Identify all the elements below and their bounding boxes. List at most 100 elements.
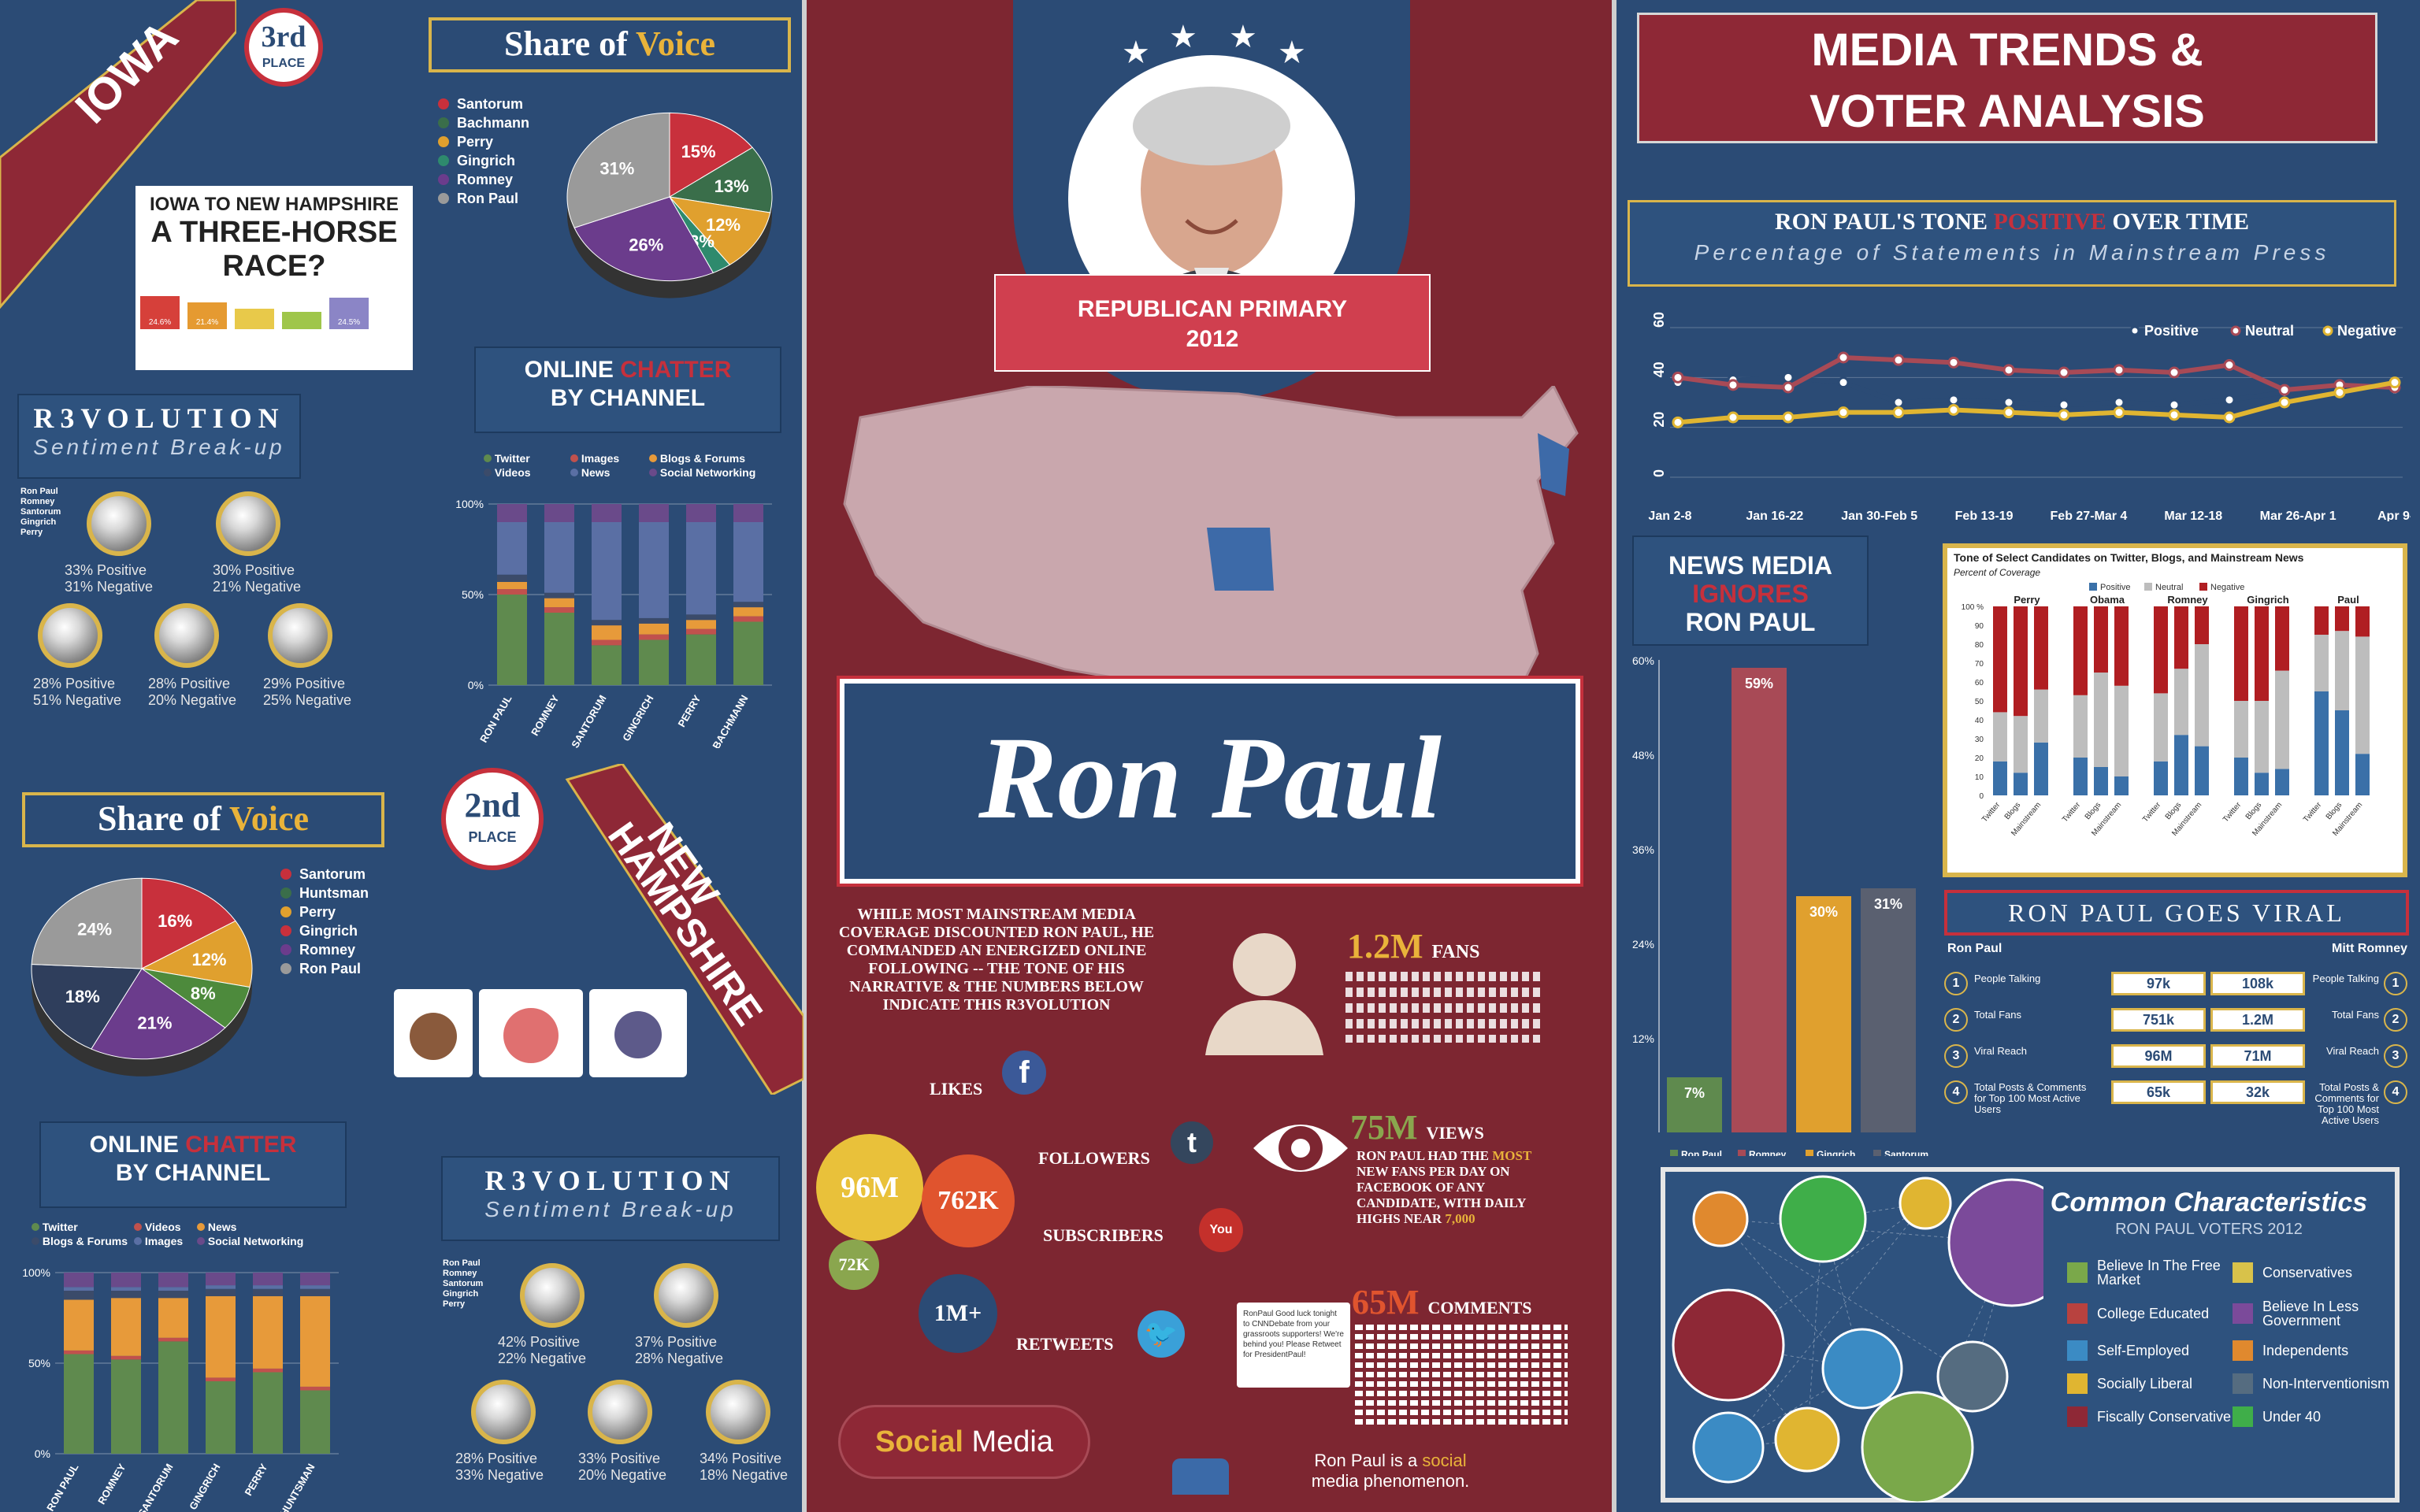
group-label: Perry [2014, 594, 2040, 606]
bar-segment [2014, 773, 2028, 795]
tumblr-icon[interactable]: t [1171, 1121, 1213, 1164]
bar-segment [2335, 606, 2349, 632]
bar-segment [253, 1295, 283, 1369]
y-tick: 90 [1975, 622, 1984, 631]
data-point [2113, 364, 2125, 376]
bar-segment [2314, 635, 2329, 691]
bar-segment [2034, 606, 2048, 690]
data-point [2168, 398, 2181, 411]
bar-segment [2255, 606, 2269, 701]
bar-segment [592, 504, 622, 522]
title-part: CHATTER [620, 357, 732, 383]
twitter-icon[interactable]: 🐦 [1138, 1310, 1185, 1358]
row-number: 2 [1944, 1008, 1968, 1032]
bar-segment [686, 504, 716, 522]
romney-value: 71M [2210, 1044, 2305, 1068]
data-point [2168, 409, 2181, 421]
cc-item: Self-Employed [2067, 1340, 2233, 1361]
bar-segment [497, 504, 527, 522]
sov-title-a: Share of [503, 24, 637, 63]
bar-segment [733, 504, 763, 522]
cc-swatch [2067, 1262, 2088, 1283]
pie-slice-label: 31% [599, 158, 634, 178]
bar-segment [111, 1273, 141, 1288]
cc-item: Believe In Less Government [2233, 1299, 2398, 1328]
coin-stats: 33% Positive 20% Negative [578, 1451, 666, 1484]
x-tick: RON PAUL [477, 693, 514, 745]
cc-bubble [1899, 1177, 1952, 1230]
data-point [2002, 396, 2015, 409]
bar-segment [2073, 695, 2088, 758]
data-point [1892, 406, 1905, 419]
views-text: RON PAUL HAD THE MOST NEW FANS PER DAY O… [1357, 1148, 1563, 1227]
y-tick: 70 [1975, 660, 1984, 669]
photo-bar: 21.4% [187, 302, 227, 329]
iowa-banner: IOWA [0, 0, 236, 309]
bar-segment [686, 620, 716, 629]
bar-segment [686, 634, 716, 685]
y-tick: 48% [1632, 749, 1654, 762]
data-point [2333, 386, 2346, 398]
title-line: IGNORES [1692, 580, 1809, 608]
bar-segment [253, 1273, 283, 1286]
bar-segment [592, 522, 622, 621]
nh-thumb [589, 989, 687, 1077]
coin-stats: 28% Positive 33% Negative [455, 1451, 544, 1484]
cc-swatch [2067, 1373, 2088, 1394]
legend-marker [2129, 325, 2140, 336]
tone-subtitle: Percentage of Statements in Mainstream P… [1694, 240, 2330, 265]
legend-item: Social Networking [649, 466, 775, 479]
bar [1861, 888, 1916, 1132]
cc-item: Fiscally Conservative [2067, 1406, 2233, 1427]
facebook-icon[interactable]: f [1002, 1051, 1046, 1095]
viral-row: 4 Total Posts & Comments for Top 100 Mos… [1938, 1076, 2411, 1126]
bar-segment [300, 1288, 330, 1296]
sov-title-a: Share of [97, 799, 230, 838]
rev-subtitle: Sentiment Break-up [484, 1197, 737, 1221]
legend-item: News [197, 1221, 315, 1233]
bar-segment [2014, 716, 2028, 773]
row-number: 1 [1944, 972, 1968, 995]
row-label: Viral Reach [1974, 1045, 2027, 1057]
row-number: 2 [2384, 1008, 2407, 1032]
legend-item: Huntsman [299, 884, 369, 901]
bar-segment [300, 1273, 330, 1286]
row-number: 1 [2384, 972, 2407, 995]
title-line: MEDIA TRENDS & [1811, 24, 2203, 76]
positive-stat: 42% Positive [498, 1334, 581, 1350]
youtube-icon[interactable]: You [1199, 1208, 1243, 1252]
bar-segment [2255, 773, 2269, 795]
data-point [1837, 376, 1850, 389]
bar [1796, 896, 1851, 1132]
pie-slice [668, 196, 771, 265]
bar-segment [2174, 669, 2188, 736]
coin-stats: 28% Positive 20% Negative [148, 676, 236, 709]
bar-segment [733, 602, 763, 608]
x-tick: SANTORUM [135, 1462, 175, 1512]
cc-bubble [1774, 1406, 1840, 1473]
bar-segment [639, 522, 669, 618]
cc-label: Believe In Less Government [2262, 1299, 2359, 1329]
nh-rev-legend: Ron Paul Romney Santorum Gingrich Perry [443, 1258, 483, 1310]
x-tick: Twitter [2141, 800, 2163, 824]
negative-stat: 20% Negative [578, 1467, 667, 1483]
cc-swatch [2233, 1262, 2253, 1283]
positive-stat: 37% Positive [635, 1334, 718, 1350]
data-point [2058, 409, 2070, 421]
viral-row: 2 Total Fans 751k 1.2M Total Fans 2 [1938, 1003, 2411, 1040]
ron-value: 751k [2111, 1008, 2206, 1032]
pie-slice-label: 8% [191, 984, 216, 1003]
group-label: Romney [2167, 594, 2208, 606]
positive-stat: 30% Positive [213, 562, 295, 578]
tone-title: RON PAUL'S TONE POSITIVE OVER TIME [1630, 209, 2394, 235]
pie-slice [31, 877, 143, 969]
media-title: MEDIA TRENDS & VOTER ANALYSIS [1637, 13, 2377, 143]
data-point [2168, 366, 2181, 379]
legend-item: Images [570, 452, 649, 465]
group-label: Gingrich [2247, 594, 2289, 606]
negative-stat: 51% Negative [33, 692, 122, 708]
title-part: ONLINE [89, 1132, 186, 1158]
bar-label: 30% [1809, 904, 1838, 920]
text-part: MOST [1492, 1148, 1531, 1163]
bar-segment [2034, 689, 2048, 743]
